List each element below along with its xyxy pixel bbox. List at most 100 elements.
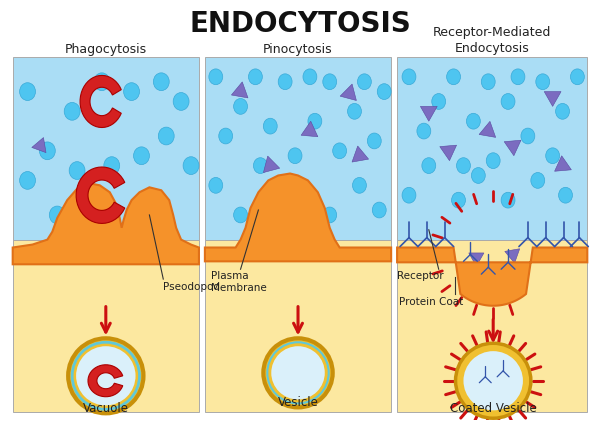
- Polygon shape: [479, 121, 496, 137]
- Polygon shape: [397, 239, 587, 412]
- Ellipse shape: [134, 147, 149, 165]
- Ellipse shape: [422, 158, 436, 173]
- Ellipse shape: [154, 73, 169, 91]
- Ellipse shape: [377, 84, 391, 99]
- Ellipse shape: [358, 74, 371, 90]
- Ellipse shape: [104, 157, 119, 175]
- Ellipse shape: [284, 203, 296, 217]
- Polygon shape: [205, 173, 391, 261]
- Polygon shape: [340, 84, 356, 101]
- Ellipse shape: [521, 128, 535, 144]
- Polygon shape: [205, 57, 391, 239]
- Ellipse shape: [457, 158, 470, 173]
- Ellipse shape: [303, 69, 317, 85]
- Ellipse shape: [481, 74, 495, 90]
- Polygon shape: [13, 239, 199, 412]
- Polygon shape: [279, 217, 292, 230]
- Polygon shape: [80, 75, 121, 127]
- Ellipse shape: [94, 73, 110, 91]
- Polygon shape: [277, 369, 289, 380]
- Polygon shape: [146, 187, 159, 201]
- Polygon shape: [491, 384, 505, 396]
- Ellipse shape: [472, 168, 485, 184]
- Text: Vesicle: Vesicle: [278, 396, 319, 409]
- Ellipse shape: [219, 128, 233, 144]
- Text: Coated Vesicle: Coated Vesicle: [450, 402, 536, 415]
- Ellipse shape: [466, 113, 481, 129]
- Ellipse shape: [536, 74, 550, 90]
- Ellipse shape: [233, 99, 247, 114]
- Ellipse shape: [301, 372, 311, 384]
- Ellipse shape: [373, 202, 386, 218]
- Ellipse shape: [571, 69, 584, 85]
- Polygon shape: [505, 249, 520, 263]
- Polygon shape: [397, 57, 587, 239]
- Ellipse shape: [308, 113, 322, 129]
- Ellipse shape: [283, 374, 293, 386]
- Circle shape: [455, 343, 531, 418]
- Ellipse shape: [64, 102, 80, 120]
- Polygon shape: [301, 121, 318, 137]
- Ellipse shape: [173, 93, 189, 110]
- Polygon shape: [32, 137, 46, 153]
- Ellipse shape: [353, 178, 367, 193]
- Ellipse shape: [295, 354, 305, 366]
- Ellipse shape: [417, 123, 431, 139]
- Ellipse shape: [266, 208, 278, 222]
- Ellipse shape: [253, 158, 268, 173]
- Ellipse shape: [531, 173, 545, 188]
- Ellipse shape: [486, 153, 500, 169]
- Text: ENDOCYTOSIS: ENDOCYTOSIS: [189, 11, 411, 38]
- Ellipse shape: [20, 83, 35, 101]
- Polygon shape: [76, 167, 125, 223]
- Polygon shape: [504, 140, 521, 156]
- Ellipse shape: [501, 93, 515, 110]
- Ellipse shape: [40, 142, 55, 160]
- Polygon shape: [257, 213, 271, 228]
- Ellipse shape: [446, 69, 460, 85]
- Text: Receptor: Receptor: [397, 271, 444, 281]
- Text: Plasma
Membrane: Plasma Membrane: [211, 271, 266, 293]
- Ellipse shape: [452, 192, 466, 208]
- Ellipse shape: [559, 187, 572, 203]
- Text: Pinocytosis: Pinocytosis: [263, 43, 333, 56]
- Polygon shape: [490, 262, 505, 276]
- Ellipse shape: [283, 362, 293, 374]
- Polygon shape: [13, 184, 199, 264]
- Polygon shape: [263, 156, 280, 173]
- Ellipse shape: [124, 83, 139, 101]
- Polygon shape: [13, 57, 199, 239]
- Ellipse shape: [432, 93, 446, 110]
- Ellipse shape: [49, 206, 65, 224]
- Polygon shape: [232, 82, 248, 98]
- Ellipse shape: [209, 178, 223, 193]
- Circle shape: [263, 338, 332, 407]
- Polygon shape: [289, 363, 301, 374]
- Polygon shape: [554, 156, 571, 171]
- Ellipse shape: [367, 133, 381, 149]
- Ellipse shape: [158, 127, 174, 145]
- Polygon shape: [469, 253, 484, 266]
- Text: Pseodopod: Pseodopod: [163, 282, 220, 292]
- Ellipse shape: [546, 148, 560, 164]
- Ellipse shape: [323, 74, 337, 90]
- Ellipse shape: [183, 157, 199, 175]
- Ellipse shape: [402, 69, 416, 85]
- Polygon shape: [544, 92, 561, 107]
- Text: Protein Coat: Protein Coat: [399, 297, 463, 307]
- Text: Phagocytosis: Phagocytosis: [65, 43, 147, 56]
- Circle shape: [68, 338, 143, 413]
- Ellipse shape: [248, 69, 262, 85]
- Ellipse shape: [511, 69, 525, 85]
- Polygon shape: [421, 107, 437, 121]
- Text: Receptor-Mediated
Endocytosis: Receptor-Mediated Endocytosis: [433, 26, 551, 55]
- Ellipse shape: [69, 162, 85, 179]
- Ellipse shape: [402, 187, 416, 203]
- Polygon shape: [506, 368, 519, 381]
- Ellipse shape: [233, 207, 247, 223]
- Polygon shape: [88, 365, 123, 397]
- Polygon shape: [352, 146, 368, 162]
- Circle shape: [463, 351, 523, 410]
- Polygon shape: [397, 247, 587, 306]
- Ellipse shape: [20, 172, 35, 190]
